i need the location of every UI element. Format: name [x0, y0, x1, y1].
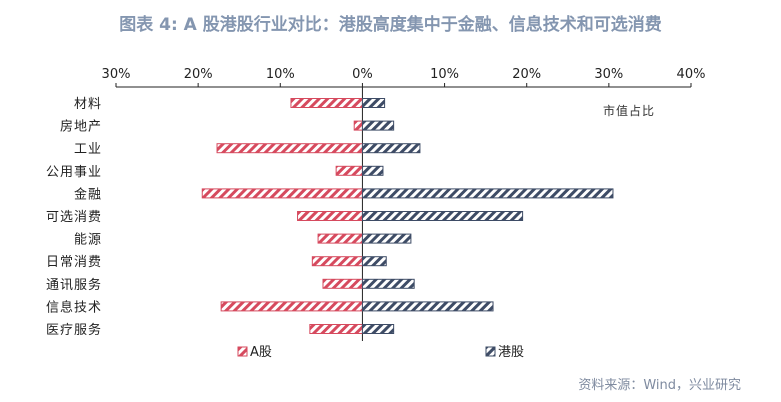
bar-a-share — [297, 211, 363, 221]
bar-hk-share — [361, 98, 386, 108]
x-tick-label: 10% — [430, 67, 459, 82]
bar-hk-share — [361, 233, 412, 244]
legend-hk-share: 港股 — [485, 345, 524, 360]
bar-a-share — [220, 301, 363, 312]
category-label: 医疗服务 — [46, 322, 102, 338]
bar-a-share — [335, 165, 363, 176]
bar-a-share — [309, 324, 363, 334]
bar-a-share — [290, 98, 363, 108]
bar-a-share — [201, 188, 363, 199]
x-tick-label: 30% — [102, 67, 131, 82]
category-label: 公用事业 — [46, 165, 102, 180]
legend-swatch — [485, 346, 496, 357]
bar-a-share — [216, 143, 363, 154]
x-tick-label: 20% — [512, 67, 541, 82]
bar-hk-share — [361, 256, 387, 267]
x-tick-label: 10% — [266, 67, 295, 82]
x-tick-label: 30% — [594, 67, 623, 82]
legend-swatch — [237, 346, 248, 357]
market-cap-share-annotation: 市值占比 — [603, 103, 655, 118]
x-tick-label: 0% — [352, 67, 373, 82]
category-label: 能源 — [74, 233, 102, 248]
x-tick-label: 20% — [184, 67, 213, 82]
category-label: 通讯服务 — [46, 277, 102, 293]
bar-a-share — [311, 256, 363, 267]
source-note: 资料来源：Wind，兴业研究 — [578, 378, 741, 393]
bar-hk-share — [361, 324, 395, 334]
x-tick-label: 40% — [677, 67, 706, 82]
legend-label: 港股 — [498, 345, 524, 360]
bar-hk-share — [361, 143, 421, 154]
bar-hk-share — [361, 188, 614, 199]
bar-a-share — [353, 120, 363, 131]
category-label: 可选消费 — [46, 210, 102, 225]
bar-hk-share — [361, 120, 395, 131]
legend-label: A股 — [250, 345, 272, 360]
bar-a-share — [317, 233, 363, 244]
bar-hk-share — [361, 301, 494, 312]
bar-hk-share — [361, 278, 415, 289]
category-label: 日常消费 — [46, 255, 102, 270]
category-label: 金融 — [74, 186, 102, 202]
legend-a-share: A股 — [237, 345, 272, 360]
bar-a-share — [322, 278, 363, 289]
bar-hk-share — [361, 165, 384, 176]
category-label: 材料 — [74, 97, 102, 112]
bar-hk-share — [361, 211, 524, 221]
category-label: 房地产 — [60, 119, 102, 135]
category-label: 工业 — [74, 142, 102, 157]
category-label: 信息技术 — [46, 299, 102, 315]
figure-title: 图表 4: A 股港股行业对比：港股高度集中于金融、信息技术和可选消费 — [119, 15, 662, 35]
